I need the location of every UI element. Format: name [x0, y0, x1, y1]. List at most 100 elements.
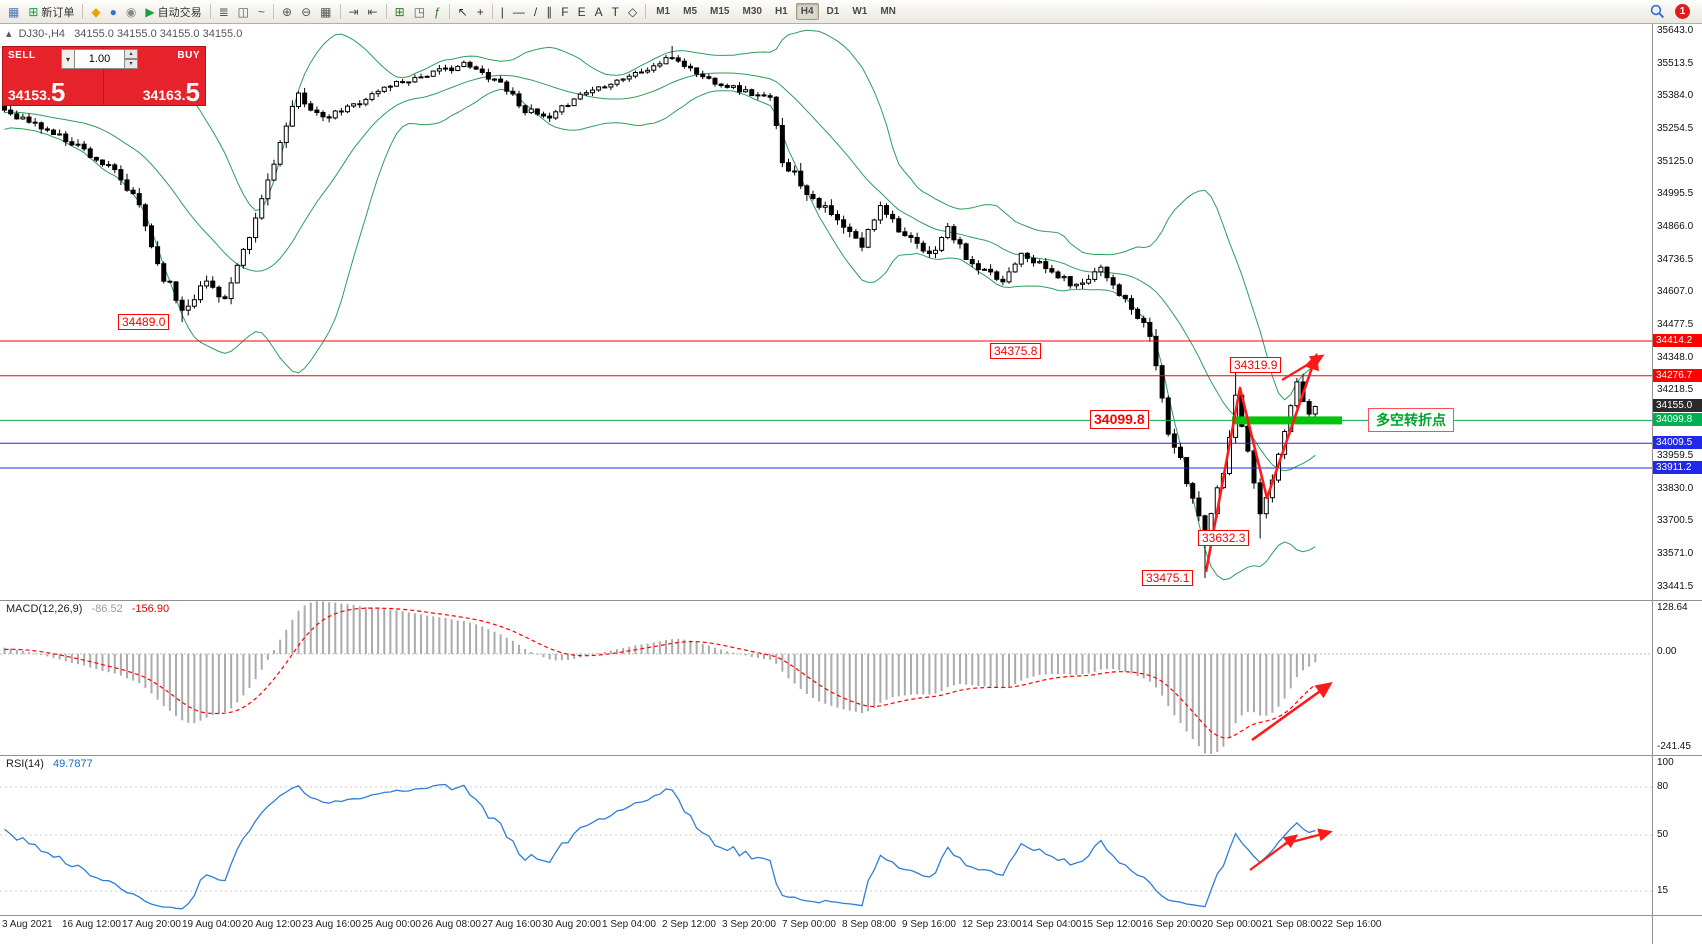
volume-input[interactable] — [75, 49, 125, 69]
zoom-out-icon: ⊖ — [301, 4, 312, 19]
time-scale-label: 23 Aug 16:00 — [302, 919, 361, 930]
rsi-scale-100: 100 — [1657, 757, 1674, 768]
time-scale-label: 16 Sep 20:00 — [1142, 919, 1202, 930]
label-icon: T — [611, 4, 619, 19]
time-scale-label: 25 Aug 00:00 — [362, 919, 421, 930]
cursor-icon[interactable]: ↖ — [454, 2, 472, 22]
zoom-out-icon[interactable]: ⊖ — [297, 2, 315, 22]
crosshair-icon[interactable]: + — [473, 2, 488, 22]
one-click-panel-toggle[interactable]: ▴ — [6, 28, 12, 40]
shapes-icon: ◇ — [627, 4, 638, 19]
data-window-icon[interactable]: ● — [106, 2, 121, 22]
timeframe-m5-button[interactable]: M5 — [683, 6, 698, 17]
price-scale-tick: 34477.5 — [1657, 319, 1694, 330]
sell-button[interactable]: SELL 34153. 5 — [3, 47, 104, 105]
timeframe-h4-button[interactable]: H4 — [795, 3, 819, 20]
search-icon[interactable] — [1650, 4, 1665, 19]
indicators-icon: ƒ — [434, 4, 441, 19]
macd-scale-max: 128.64 — [1657, 602, 1688, 613]
volume-decrease-button[interactable]: ▾ — [125, 59, 138, 69]
candlestick-chart-icon: ◫ — [237, 4, 250, 19]
rsi-scale-50: 50 — [1657, 829, 1669, 840]
time-scale-label: 14 Sep 04:00 — [1022, 919, 1082, 930]
vertical-line-icon: | — [500, 4, 504, 19]
macd-status-line: MACD(12,26,9) -86.52 -156.90 — [6, 603, 169, 615]
new-chart-icon: ⊞ — [394, 4, 405, 19]
macd-signal-value: -156.90 — [131, 603, 170, 615]
time-scale-label: 3 Sep 20:00 — [722, 919, 776, 930]
trendline-icon: / — [533, 4, 538, 19]
toolbar-button-group: ▦ ⊞ 新订单 ◆ ● ◉ ▶ 自动交易 ≣ ◫ ~ ⊕ ⊖ ▦ ⇥ ⇤ ⊞ ◳ ƒ ↖ + | — / ∥ F E A T ◇ M1 M5 M… — [4, 2, 902, 22]
tile-windows-icon: ▦ — [320, 4, 332, 19]
timeframe-d1-button[interactable]: D1 — [826, 6, 840, 17]
new-order-button-label: 新订单 — [41, 6, 75, 19]
bars-chart-icon[interactable]: ≣ — [215, 2, 233, 22]
new-order-button[interactable]: ⊞ 新订单 — [24, 2, 78, 22]
timeframe-m15-button[interactable]: M15 — [710, 6, 730, 17]
auto-scroll-icon[interactable]: ⇥ — [345, 2, 363, 22]
toolbar-separator — [273, 4, 275, 19]
rsi-scale-15: 15 — [1657, 885, 1669, 896]
price-flag: 34375.8 — [990, 343, 1042, 359]
new-chart-icon[interactable]: ⊞ — [391, 2, 409, 22]
toolbar-separator — [82, 4, 84, 19]
charts-window-icon[interactable]: ▦ — [4, 2, 23, 22]
terminal-icon[interactable]: ◉ — [122, 2, 140, 22]
time-scale-label: 3 Aug 2021 — [2, 919, 53, 930]
toolbar-separator — [448, 4, 450, 19]
shapes-icon[interactable]: ◇ — [624, 2, 641, 22]
horizontal-line-icon[interactable]: — — [509, 2, 529, 22]
autotrading-button[interactable]: ▶ 自动交易 — [141, 2, 205, 22]
macd-scale-min: -241.45 — [1657, 741, 1691, 752]
tile-windows-icon[interactable]: ▦ — [316, 2, 335, 22]
cursor-icon: ↖ — [457, 4, 468, 19]
indicators-icon[interactable]: ƒ — [430, 2, 445, 22]
timeframe-mn-button[interactable]: MN — [880, 6, 896, 17]
horizontal-line-icon: — — [512, 4, 525, 19]
volume-increase-button[interactable]: ▴ — [125, 49, 138, 59]
price-level-badge: 34414.2 — [1653, 334, 1702, 347]
chart-shift-icon[interactable]: ⇤ — [364, 2, 382, 22]
fibonacci-icon[interactable]: F — [557, 2, 572, 22]
time-scale-label: 12 Sep 23:00 — [962, 919, 1022, 930]
chart-canvas[interactable] — [0, 24, 1702, 944]
notification-badge[interactable]: 1 — [1675, 4, 1690, 19]
price-level-badge: 34009.5 — [1653, 436, 1702, 449]
trendline-icon[interactable]: / — [530, 2, 541, 22]
price-flag: 34099.8 — [1090, 410, 1149, 429]
timeframe-m1-button[interactable]: M1 — [656, 6, 671, 17]
text-icon[interactable]: A — [591, 2, 607, 22]
elliott-icon: E — [577, 4, 586, 19]
auto-scroll-icon: ⇥ — [348, 4, 359, 19]
profiles-icon[interactable]: ◳ — [410, 2, 429, 22]
timeframe-h1-button[interactable]: H1 — [774, 6, 788, 17]
price-scale-tick: 35643.0 — [1657, 25, 1694, 36]
candlestick-chart-icon[interactable]: ◫ — [234, 2, 253, 22]
time-scale-label: 19 Aug 04:00 — [182, 919, 241, 930]
line-chart-icon[interactable]: ~ — [254, 2, 269, 22]
timeframe-w1-button[interactable]: W1 — [852, 6, 868, 17]
timeframe-m30-button[interactable]: M30 — [742, 6, 762, 17]
price-scale-tick: 35513.5 — [1657, 58, 1694, 69]
price-scale-tick: 34995.5 — [1657, 188, 1694, 199]
buy-button[interactable]: BUY 34163. 5 — [104, 47, 205, 105]
fibonacci-icon: F — [561, 4, 569, 19]
label-icon[interactable]: T — [608, 2, 623, 22]
volume-dropdown-button[interactable]: ▾ — [61, 49, 75, 69]
market-watch-icon[interactable]: ◆ — [87, 2, 104, 22]
ohlc-values-label: 34155.0 34155.0 34155.0 34155.0 — [74, 28, 243, 40]
toolbar-right-group: 1 — [1650, 4, 1698, 19]
time-scale-label: 22 Sep 16:00 — [1322, 919, 1382, 930]
price-scale-tick: 35125.0 — [1657, 156, 1694, 167]
price-scale-tick: 34736.5 — [1657, 254, 1694, 265]
channel-icon[interactable]: ∥ — [542, 2, 556, 22]
toolbar-separator — [385, 4, 387, 19]
zoom-in-icon[interactable]: ⊕ — [278, 2, 296, 22]
time-scale-label: 7 Sep 00:00 — [782, 919, 836, 930]
volume-control: ▾ ▴ ▾ — [61, 49, 149, 69]
elliott-icon[interactable]: E — [574, 2, 590, 22]
vertical-line-icon[interactable]: | — [497, 2, 508, 22]
price-scale-tick: 34866.0 — [1657, 221, 1694, 232]
